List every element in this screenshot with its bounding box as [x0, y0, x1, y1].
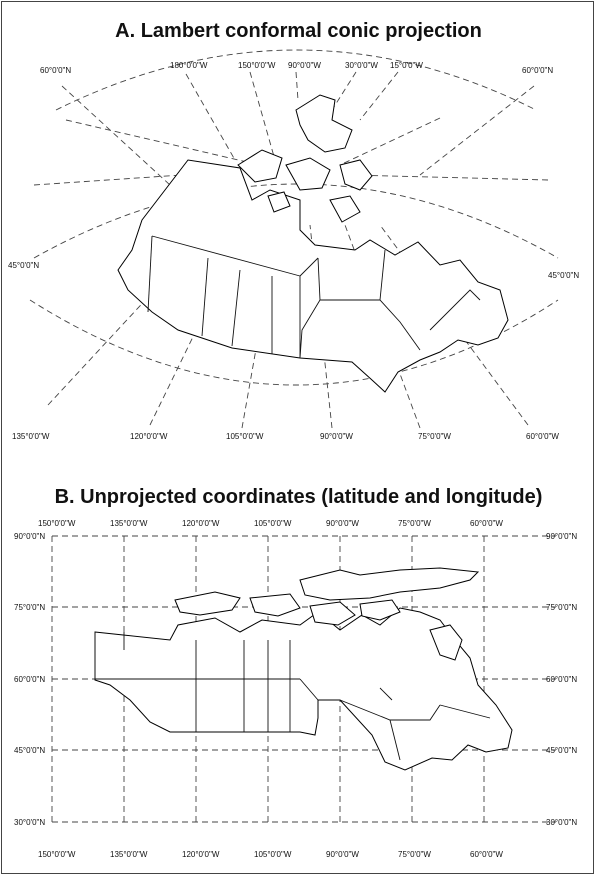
panel-b-left-label: 60°0'0"N: [14, 675, 45, 684]
panel-b-right-label: 75°0'0"N: [546, 603, 577, 612]
panel-a-top-label: 15°0'0"W: [390, 61, 423, 70]
panel-a-bottom-label: 90°0'0"W: [320, 432, 353, 441]
panel-b-top-label: 105°0'0"W: [254, 519, 292, 528]
panel-a-top-label: 90°0'0"W: [288, 61, 321, 70]
panel-b-bottom-label: 75°0'0"W: [398, 850, 431, 859]
panel-b-title: B. Unprojected coordinates (latitude and…: [54, 486, 543, 508]
panel-b-left-label: 90°0'0"N: [14, 532, 45, 541]
panel-b-left-labels: 90°0'0"N 75°0'0"N 60°0'0"N 45°0'0"N 30°0…: [14, 532, 45, 827]
panel-b-top-labels: 150°0'0"W 135°0'0"W 120°0'0"W 105°0'0"W …: [38, 519, 503, 528]
panel-a-bottom-label: 60°0'0"W: [526, 432, 559, 441]
panel-a-right-label: 45°0'0"N: [548, 271, 579, 280]
panel-a-bottom-labels: 135°0'0"W 120°0'0"W 105°0'0"W 90°0'0"W 7…: [12, 432, 559, 441]
panel-a-left-label: 45°0'0"N: [8, 261, 39, 270]
panel-b-top-label: 150°0'0"W: [38, 519, 76, 528]
panel-a-top-label: 60°0'0"N: [522, 66, 553, 75]
panel-b-bottom-label: 105°0'0"W: [254, 850, 292, 859]
panel-b-top-label: 60°0'0"W: [470, 519, 503, 528]
panel-b-bottom-label: 150°0'0"W: [38, 850, 76, 859]
panel-a-bottom-label: 135°0'0"W: [12, 432, 50, 441]
panel-a-bottom-label: 75°0'0"W: [418, 432, 451, 441]
panel-b-right-label: 60°0'0"N: [546, 675, 577, 684]
panel-a-canada: [117, 94, 509, 393]
panel-b-top-label: 90°0'0"W: [326, 519, 359, 528]
panel-b-bottom-label: 60°0'0"W: [470, 850, 503, 859]
panel-b-top-label: 120°0'0"W: [182, 519, 220, 528]
panel-b-canada: [94, 567, 513, 771]
panel-b-left-label: 30°0'0"N: [14, 818, 45, 827]
panel-b-bottom-label: 90°0'0"W: [326, 850, 359, 859]
panel-b-right-label: 90°0'0"N: [546, 532, 577, 541]
panel-b-top-label: 75°0'0"W: [398, 519, 431, 528]
panel-b-bottom-label: 120°0'0"W: [182, 850, 220, 859]
panel-a-top-label: 60°0'0"N: [40, 66, 71, 75]
panel-b-right-labels: 90°0'0"N 75°0'0"N 60°0'0"N 45°0'0"N 30°0…: [546, 532, 577, 827]
panel-a-parallels: [29, 49, 559, 386]
panel-b-left-label: 45°0'0"N: [14, 746, 45, 755]
panel-b-top-label: 135°0'0"W: [110, 519, 148, 528]
panel-b-right-label: 30°0'0"N: [546, 818, 577, 827]
panel-b-bottom-label: 135°0'0"W: [110, 850, 148, 859]
panel-a-top-label: 30°0'0"W: [345, 61, 378, 70]
panel-a-title: A. Lambert conformal conic projection: [115, 20, 482, 42]
panel-b-left-label: 75°0'0"N: [14, 603, 45, 612]
panel-b-map: 150°0'0"W 135°0'0"W 120°0'0"W 105°0'0"W …: [14, 519, 577, 859]
panel-a-top-label: 150°0'0"W: [238, 61, 276, 70]
panel-b-bottom-labels: 150°0'0"W 135°0'0"W 120°0'0"W 105°0'0"W …: [38, 850, 503, 859]
panel-a-top-labels: 60°0'0"N 180°0'0"W 150°0'0"W 90°0'0"W 30…: [40, 61, 553, 75]
panel-a-bottom-label: 120°0'0"W: [130, 432, 168, 441]
panel-b-right-label: 45°0'0"N: [546, 746, 577, 755]
panel-a-top-label: 180°0'0"W: [170, 61, 208, 70]
panel-a-map: 60°0'0"N 180°0'0"W 150°0'0"W 90°0'0"W 30…: [8, 49, 579, 441]
panel-a-bottom-label: 105°0'0"W: [226, 432, 264, 441]
